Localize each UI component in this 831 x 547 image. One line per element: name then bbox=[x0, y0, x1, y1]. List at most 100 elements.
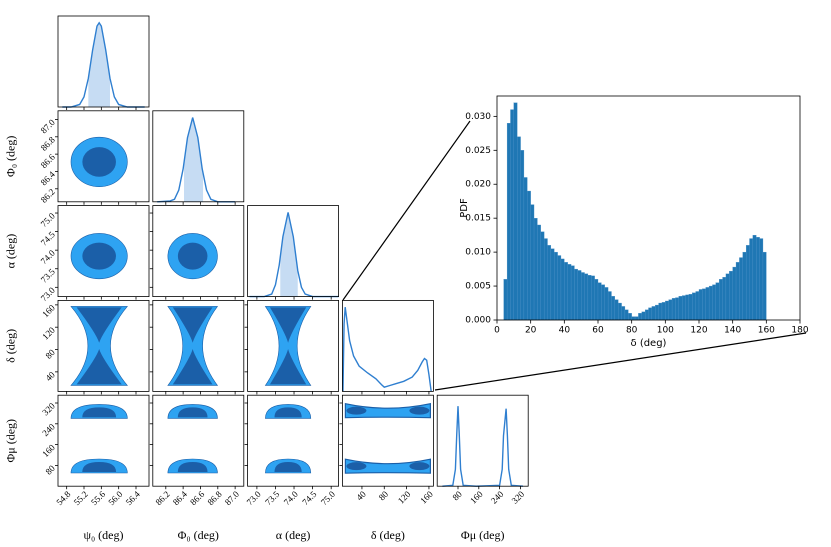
bar bbox=[527, 190, 531, 321]
bar bbox=[698, 289, 703, 321]
y-tick-label: 160 bbox=[40, 442, 57, 459]
panel-frame bbox=[57, 394, 150, 487]
x-tick-label: 73.5 bbox=[263, 489, 282, 508]
panel-frame bbox=[57, 110, 150, 203]
x-tick-label: 74.0 bbox=[282, 489, 301, 508]
y-tick-label: 75.0 bbox=[39, 210, 58, 229]
x-tick-label: 56.0 bbox=[106, 489, 125, 508]
bar bbox=[668, 299, 673, 321]
bar bbox=[607, 291, 612, 321]
panel-frame bbox=[247, 299, 340, 392]
x-tick-label: 80 bbox=[450, 489, 464, 503]
contour-inner bbox=[269, 349, 307, 385]
contour-inner bbox=[177, 242, 208, 270]
marginal-curve bbox=[249, 212, 339, 298]
bar bbox=[695, 291, 700, 321]
marginal-curve bbox=[62, 21, 145, 108]
y-tick-label: 80 bbox=[43, 347, 57, 361]
x-tick-label: 86.6 bbox=[188, 489, 207, 508]
bar bbox=[725, 273, 730, 321]
y-axis-label: PDF bbox=[459, 198, 470, 218]
panel-frame bbox=[152, 299, 245, 392]
credible-interval bbox=[184, 117, 204, 202]
panel-frame bbox=[436, 394, 529, 487]
x-axis-label: ψ₀ (deg) bbox=[83, 528, 123, 542]
x-tick-label: 100 bbox=[657, 326, 674, 336]
bar bbox=[712, 284, 716, 321]
bar bbox=[523, 177, 528, 321]
bar bbox=[587, 275, 592, 321]
bar bbox=[688, 294, 693, 321]
x-tick-label: 73.0 bbox=[245, 489, 264, 508]
bar bbox=[577, 270, 582, 321]
x-tick-label: 180 bbox=[791, 326, 808, 336]
x-tick-label: 120 bbox=[396, 489, 413, 506]
x-tick-label: 40 bbox=[354, 489, 368, 503]
y-tick-label: 320 bbox=[40, 400, 57, 417]
x-tick-label: 75.0 bbox=[319, 489, 338, 508]
bar bbox=[570, 265, 575, 321]
x-axis-label: Φ₀ (deg) bbox=[178, 528, 219, 542]
bar bbox=[634, 316, 639, 321]
y-tick-label: 240 bbox=[40, 421, 57, 438]
y-tick-label: 86.8 bbox=[39, 134, 58, 153]
x-tick-label: 160 bbox=[758, 326, 775, 336]
marginal-curve bbox=[157, 117, 236, 203]
panel-frame bbox=[247, 394, 340, 487]
contour-outer bbox=[264, 306, 312, 386]
contour-outer bbox=[70, 306, 128, 386]
bar bbox=[614, 299, 619, 321]
x-axis-label: α (deg) bbox=[276, 528, 311, 542]
marginal-curve bbox=[442, 406, 524, 487]
bar bbox=[554, 251, 558, 321]
credible-interval bbox=[88, 22, 110, 108]
y-tick-label: 80 bbox=[43, 463, 57, 477]
credible-interval bbox=[280, 212, 298, 297]
bar bbox=[678, 296, 683, 321]
y-axis-label: Φ₀ (deg) bbox=[4, 136, 18, 177]
x-tick-label: 60 bbox=[592, 326, 604, 336]
x-tick-label: 40 bbox=[559, 326, 571, 336]
y-axis-label: Φμ (deg) bbox=[4, 419, 18, 463]
bar bbox=[655, 304, 659, 321]
contour-inner bbox=[346, 406, 367, 415]
contour-inner bbox=[409, 462, 430, 471]
bar bbox=[530, 204, 535, 321]
bar bbox=[682, 295, 686, 321]
bar bbox=[658, 302, 663, 321]
contour-inner bbox=[274, 407, 302, 418]
bar bbox=[671, 298, 676, 321]
y-tick-label: 0.015 bbox=[465, 214, 491, 224]
y-axis-label: α (deg) bbox=[4, 234, 18, 269]
y-tick-label: 0.030 bbox=[465, 112, 491, 122]
zoom-line bbox=[434, 332, 807, 391]
plot-frame bbox=[496, 95, 801, 321]
x-tick-label: 80 bbox=[377, 489, 391, 503]
bar bbox=[752, 235, 757, 321]
y-tick-label: 86.4 bbox=[39, 169, 58, 188]
bar bbox=[759, 238, 764, 321]
y-tick-label: 86.2 bbox=[39, 187, 57, 205]
contour-inner bbox=[82, 407, 117, 418]
bar bbox=[540, 231, 545, 321]
bar bbox=[631, 316, 636, 321]
x-tick-label: 55.2 bbox=[72, 489, 90, 507]
bar bbox=[591, 275, 595, 321]
bar bbox=[705, 287, 710, 321]
contour-inner bbox=[177, 462, 208, 472]
y-tick-label: 160 bbox=[40, 302, 57, 319]
x-tick-label: 240 bbox=[489, 489, 506, 506]
bar bbox=[745, 245, 750, 321]
x-tick-label: 160 bbox=[468, 489, 485, 506]
bar bbox=[624, 309, 629, 321]
bar bbox=[665, 300, 669, 321]
x-tick-label: 86.8 bbox=[205, 489, 224, 508]
panel-frame bbox=[152, 394, 245, 487]
y-tick-label: 74.5 bbox=[39, 229, 58, 248]
x-tick-label: 54.8 bbox=[54, 489, 73, 508]
bar bbox=[506, 123, 511, 321]
bar bbox=[708, 285, 713, 321]
y-tick-label: 120 bbox=[40, 325, 57, 342]
bar bbox=[621, 306, 626, 321]
